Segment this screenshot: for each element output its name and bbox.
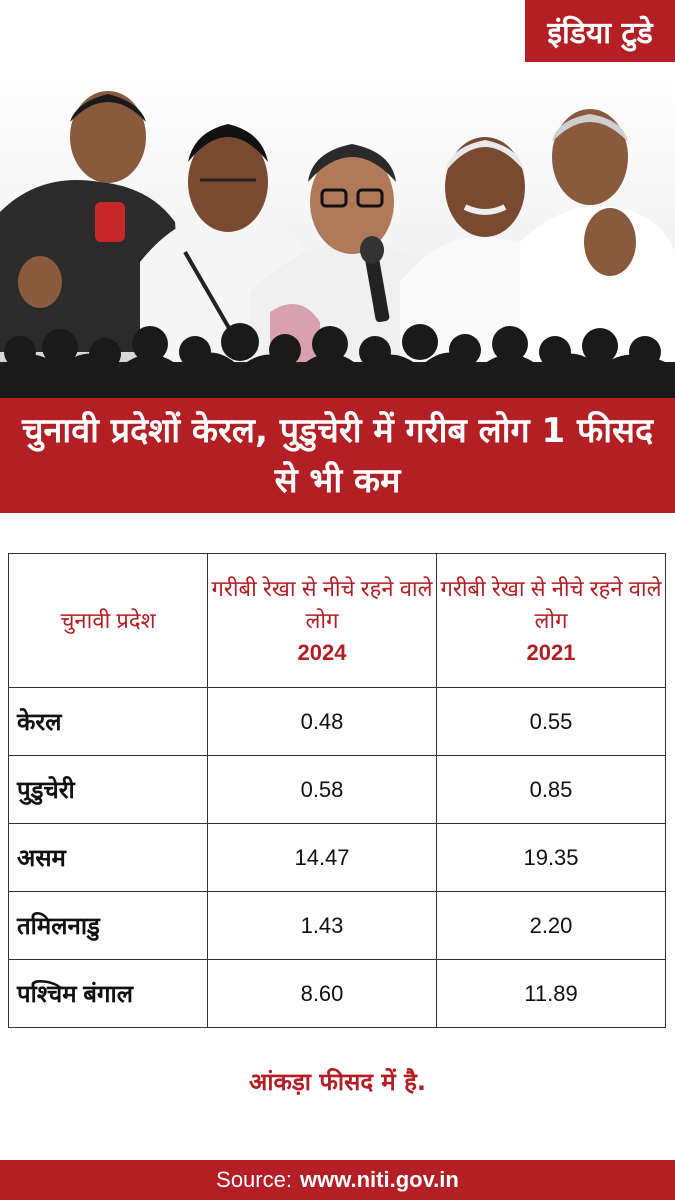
brand-logo: इंडिया टुडे xyxy=(525,0,675,62)
header-2024-year: 2024 xyxy=(297,639,347,665)
row-value-2024: 8.60 xyxy=(207,959,437,1028)
row-value-2021: 11.89 xyxy=(436,959,666,1028)
row-state: पुडुचेरी xyxy=(8,755,208,824)
source-url: www.niti.gov.in xyxy=(299,1167,459,1192)
row-value-2024: 14.47 xyxy=(207,823,437,892)
row-state: केरल xyxy=(8,687,208,756)
table-row: केरल 0.48 0.55 xyxy=(8,687,666,756)
header-2024-label: गरीबी रेखा से नीचे रहने वाले लोग xyxy=(211,575,433,633)
row-value-2021: 0.85 xyxy=(436,755,666,824)
table-header-row: चुनावी प्रदेश गरीबी रेखा से नीचे रहने वा… xyxy=(8,553,666,688)
poverty-table: चुनावी प्रदेश गरीबी रेखा से नीचे रहने वा… xyxy=(8,553,666,1028)
row-state: पश्चिम बंगाल xyxy=(8,959,208,1028)
header-2021-year: 2021 xyxy=(526,639,576,665)
header-2021: गरीबी रेखा से नीचे रहने वाले लोग 2021 xyxy=(436,553,666,688)
source-bar: Source: www.niti.gov.in xyxy=(0,1160,675,1200)
source-label: Source: xyxy=(216,1167,292,1192)
row-value-2021: 0.55 xyxy=(436,687,666,756)
table-row: असम 14.47 19.35 xyxy=(8,823,666,892)
brand-logo-text: इंडिया टुडे xyxy=(547,15,653,51)
headline-text: चुनावी प्रदेशों केरल, पुडुचेरी में गरीब … xyxy=(21,410,654,501)
audience-silhouettes xyxy=(0,323,675,398)
row-value-2021: 19.35 xyxy=(436,823,666,892)
politicians-photo-collage xyxy=(0,62,675,398)
table-row: पश्चिम बंगाल 8.60 11.89 xyxy=(8,959,666,1028)
header-2024: गरीबी रेखा से नीचे रहने वाले लोग 2024 xyxy=(207,553,437,688)
header-2021-label: गरीबी रेखा से नीचे रहने वाले लोग xyxy=(440,575,662,633)
row-value-2021: 2.20 xyxy=(436,891,666,960)
row-value-2024: 0.48 xyxy=(207,687,437,756)
header-state: चुनावी प्रदेश xyxy=(8,553,208,688)
units-note: आंकड़ा फीसद में है. xyxy=(249,1068,426,1096)
table-row: तमिलनाडु 1.43 2.20 xyxy=(8,891,666,960)
row-value-2024: 1.43 xyxy=(207,891,437,960)
row-state: असम xyxy=(8,823,208,892)
table-row: पुडुचेरी 0.58 0.85 xyxy=(8,755,666,824)
headline-banner: चुनावी प्रदेशों केरल, पुडुचेरी में गरीब … xyxy=(0,398,675,513)
person-1-figure xyxy=(0,91,185,352)
row-state: तमिलनाडु xyxy=(8,891,208,960)
row-value-2024: 0.58 xyxy=(207,755,437,824)
